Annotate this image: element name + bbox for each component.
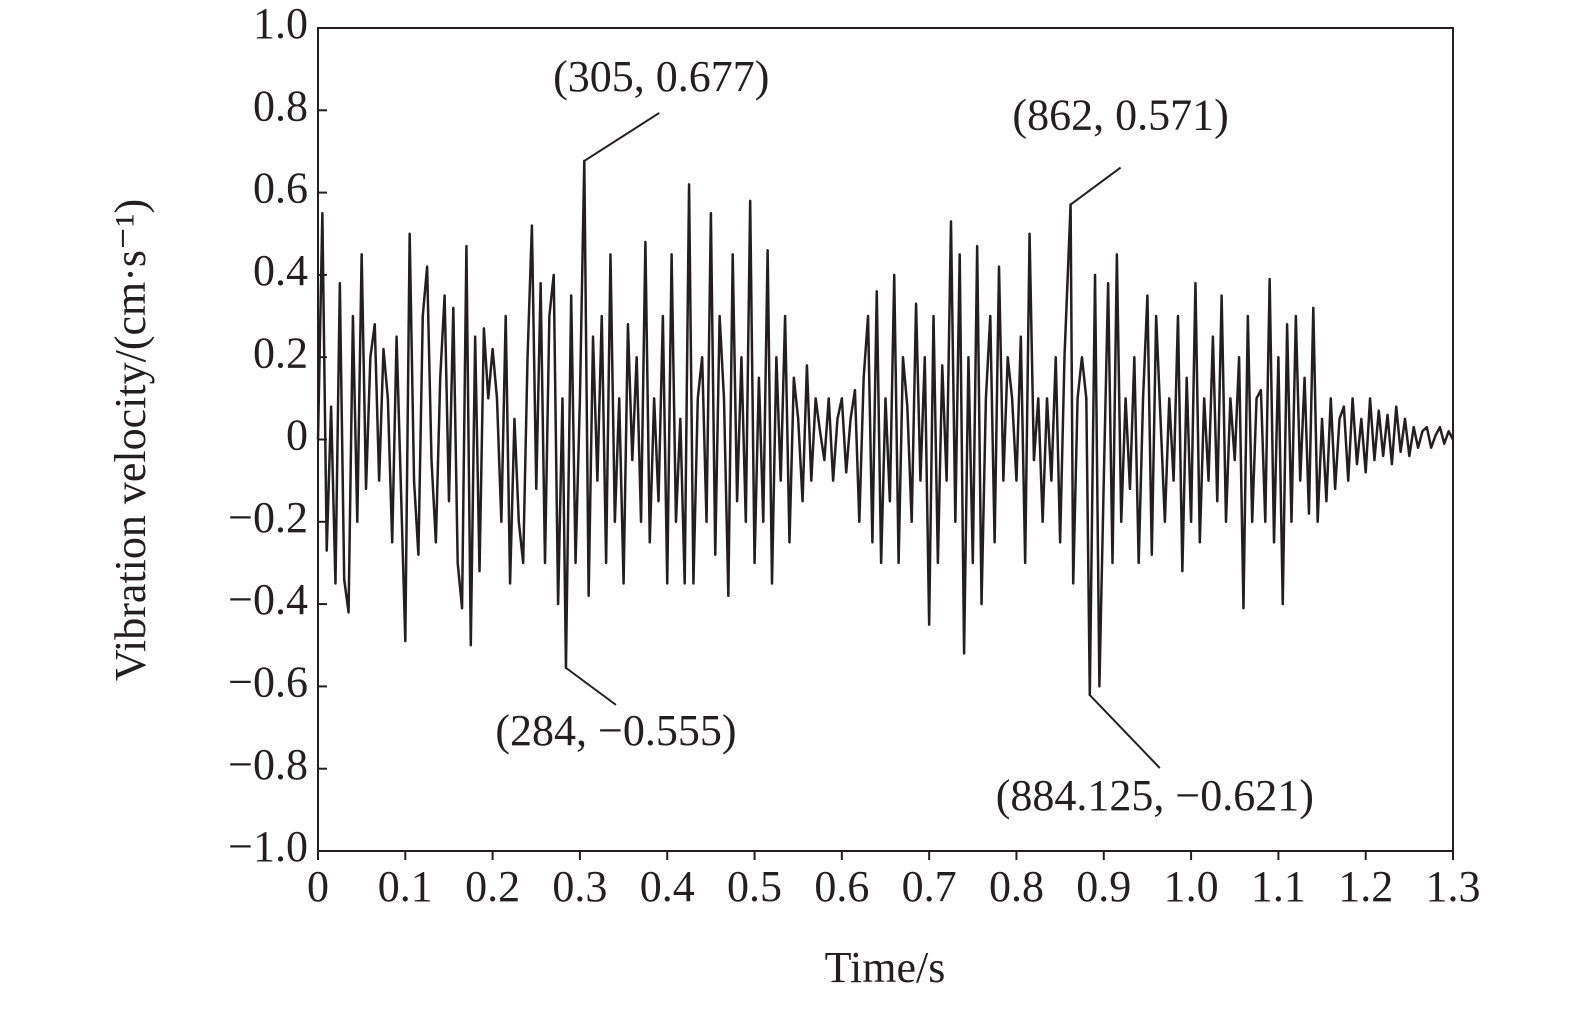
x-tick-label: 0.6 xyxy=(814,862,869,911)
annotation-leader xyxy=(583,112,660,162)
y-tick-label: −0.8 xyxy=(228,740,308,789)
x-tick-label: 0.9 xyxy=(1076,862,1131,911)
annotation-leader xyxy=(565,667,617,706)
annotation-leader xyxy=(1069,166,1122,206)
x-tick-label: 0.7 xyxy=(902,862,957,911)
y-tick-label: −1.0 xyxy=(228,822,308,871)
y-tick-label: 0.4 xyxy=(253,246,308,295)
x-tick-label: 0.5 xyxy=(727,862,782,911)
annotation-leader xyxy=(1089,694,1161,769)
signal-line xyxy=(316,159,1455,697)
x-axis-label: Time/s xyxy=(825,943,946,992)
annotation-label: (284, −0.555) xyxy=(495,706,736,755)
y-tick-label: −0.6 xyxy=(228,657,308,706)
y-tick-label: 0.8 xyxy=(253,81,308,130)
x-tick-label: 0.2 xyxy=(465,862,520,911)
y-tick-label: −0.2 xyxy=(228,493,308,542)
x-tick-label: 0 xyxy=(307,862,329,911)
annotation-label: (305, 0.677) xyxy=(553,52,769,101)
x-tick-label: 1.0 xyxy=(1164,862,1219,911)
x-tick-label: 1.2 xyxy=(1338,862,1393,911)
x-tick-label: 0.3 xyxy=(552,862,607,911)
x-tick-label: 0.4 xyxy=(640,862,695,911)
x-tick-label: 1.1 xyxy=(1251,862,1306,911)
x-tick-label: 1.3 xyxy=(1426,862,1481,911)
x-tick-label: 0.1 xyxy=(378,862,433,911)
y-tick-label: 1.0 xyxy=(253,0,308,48)
y-tick-label: 0 xyxy=(286,411,308,460)
y-tick-label: 0.2 xyxy=(253,328,308,377)
annotation-label: (884.125, −0.621) xyxy=(996,771,1314,820)
y-axis-label: Vibration velocity/(cm·s⁻¹) xyxy=(106,199,155,681)
x-tick-label: 0.8 xyxy=(989,862,1044,911)
y-tick-label: 0.6 xyxy=(253,164,308,213)
annotation-label: (862, 0.571) xyxy=(1012,91,1228,140)
y-tick-label: −0.4 xyxy=(228,575,308,624)
